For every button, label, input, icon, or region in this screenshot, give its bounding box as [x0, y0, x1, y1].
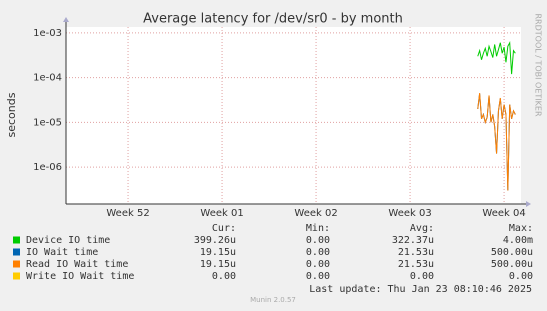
legend-stat: 19.15u — [200, 259, 236, 270]
x-tick-label: Week 04 — [482, 208, 525, 219]
legend-stat: 322.37u — [392, 235, 434, 246]
series-line — [477, 40, 516, 75]
legend-stat: 19.15u — [200, 247, 236, 258]
x-tick-label: Week 01 — [200, 208, 243, 219]
x-tick-label: Week 03 — [388, 208, 431, 219]
legend-header: Cur: — [212, 223, 236, 234]
y-tick-label: 1e-06 — [33, 162, 62, 173]
legend-stat: 0.00 — [306, 235, 330, 246]
legend-swatch — [13, 260, 20, 268]
legend-stat: 0.00 — [410, 271, 434, 282]
y-axis-label: seconds — [5, 92, 18, 137]
legend-swatch — [13, 248, 20, 256]
legend-label: Device IO time — [26, 235, 110, 246]
y-tick-label: 1e-05 — [33, 117, 62, 128]
plot-area — [66, 27, 521, 204]
legend-stat: 0.00 — [306, 259, 330, 270]
legend-swatch — [13, 272, 20, 280]
legend-stat: 0.00 — [306, 247, 330, 258]
legend-stat: 21.53u — [398, 247, 434, 258]
legend: Cur: Min: Avg: Max: Device IO time 399.26u 0.0… — [13, 223, 533, 282]
legend-header: Max: — [509, 223, 533, 234]
x-axis-arrow — [526, 201, 531, 207]
series-line — [477, 93, 516, 191]
legend-stat: 4.00m — [503, 235, 533, 246]
legend-stat: 399.26u — [194, 235, 236, 246]
legend-stat: 500.00u — [491, 247, 533, 258]
legend-label: Read IO Wait time — [26, 259, 128, 270]
side-label: RRDTOOL / TOBI OETIKER — [534, 13, 543, 116]
grid: 1e-03 1e-04 1e-05 1e-06 Week 52 Week 01 Week 0… — [33, 27, 526, 219]
legend-stat: 500.00u — [491, 259, 533, 270]
legend-stat: 0.00 — [509, 271, 533, 282]
last-update: Last update: Thu Jan 23 08:10:46 2025 — [309, 284, 532, 295]
legend-header: Min: — [306, 223, 330, 234]
x-tick-label: Week 02 — [294, 208, 337, 219]
legend-label: IO Wait time — [26, 247, 98, 258]
legend-header: Avg: — [410, 223, 434, 234]
legend-stat: 21.53u — [398, 259, 434, 270]
legend-swatch — [13, 236, 20, 244]
y-axis-arrow — [63, 17, 69, 22]
legend-stat: 0.00 — [212, 271, 236, 282]
legend-stat: 0.00 — [306, 271, 330, 282]
legend-label: Write IO Wait time — [26, 271, 134, 282]
y-tick-label: 1e-04 — [33, 73, 62, 84]
x-tick-label: Week 52 — [106, 208, 149, 219]
chart-title: Average latency for /dev/sr0 - by month — [143, 12, 403, 27]
footer: Munin 2.0.57 — [250, 296, 296, 304]
y-tick-label: 1e-03 — [33, 28, 62, 39]
